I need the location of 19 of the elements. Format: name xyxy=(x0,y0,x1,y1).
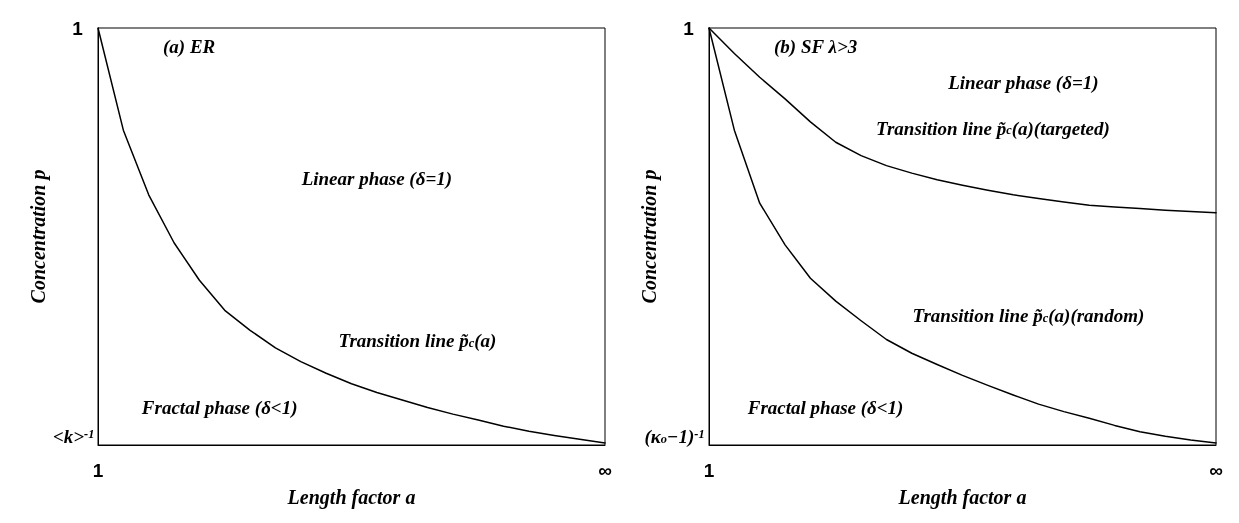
annotation: Transition line p̃c(a)(targeted) xyxy=(876,117,1110,140)
annotation: Transition line p̃c(a) xyxy=(338,330,497,353)
annotation: Transition line p̃c(a)(random) xyxy=(912,305,1145,328)
text: 1 xyxy=(92,459,104,481)
text: ∞ xyxy=(598,459,612,481)
text: 1 xyxy=(703,459,715,481)
annotation: Fractal phase (δ<1) xyxy=(746,396,904,419)
text: 1 xyxy=(683,17,695,39)
chart-title: (a) ER xyxy=(163,36,216,58)
text: 1 xyxy=(72,17,84,39)
chart-title: (b) SF λ>3 xyxy=(774,36,858,58)
y-axis-title: Concentration p xyxy=(638,169,661,304)
annotation: Linear phase (δ=1) xyxy=(300,167,453,190)
text: ∞ xyxy=(1209,459,1223,481)
y-axis-title: Concentration p xyxy=(27,169,50,304)
x-axis-title: Length factor a xyxy=(286,486,416,509)
annotation: Fractal phase (δ<1) xyxy=(140,396,298,419)
x-axis-title: Length factor a xyxy=(897,486,1027,509)
annotation: Linear phase (δ=1) xyxy=(947,71,1099,94)
